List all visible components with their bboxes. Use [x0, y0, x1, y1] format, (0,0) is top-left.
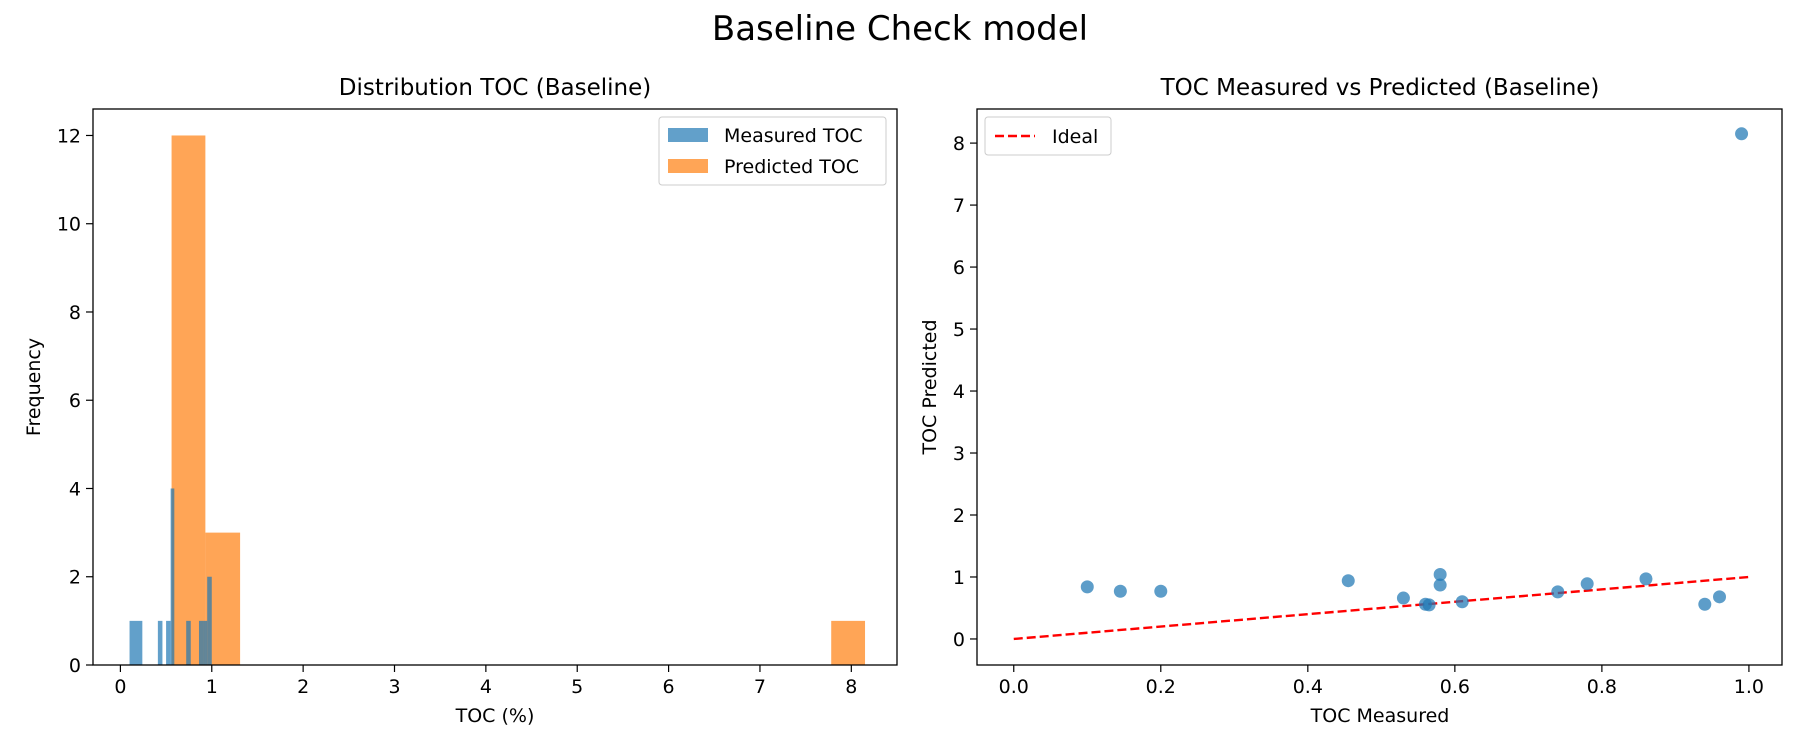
scatter-point-13 — [1698, 597, 1712, 611]
histogram-x-ticks: 0 1 2 3 4 5 6 7 8 — [114, 665, 857, 698]
scatter-y-tick-label: 7 — [953, 195, 965, 217]
histogram-y-tick-label: 2 — [69, 567, 81, 589]
scatter-y-tick-label: 0 — [953, 629, 965, 651]
scatter-y-tick-label: 5 — [953, 319, 965, 341]
scatter-y-tick-label: 6 — [953, 257, 965, 279]
histogram-bar-predicted-0 — [171, 135, 206, 665]
scatter-point-3 — [1341, 574, 1355, 588]
histogram-x-tick-label: 6 — [663, 676, 675, 698]
histogram-y-tick-label: 6 — [69, 390, 81, 412]
histogram-x-tick-label: 7 — [754, 676, 766, 698]
histogram-bars — [129, 135, 866, 665]
histogram-x-tick-label: 3 — [388, 676, 400, 698]
scatter-x-tick-label: 1.0 — [1734, 676, 1764, 698]
scatter-legend-box — [984, 116, 1112, 156]
histogram-x-tick-label: 1 — [206, 676, 218, 698]
scatter-y-tick-label: 8 — [953, 133, 965, 155]
scatter-point-2 — [1154, 584, 1168, 598]
scatter-point-10 — [1551, 585, 1565, 599]
histogram-legend: Measured TOC Predicted TOC — [658, 116, 887, 186]
histogram-y-tick-label: 0 — [69, 655, 81, 677]
histogram-x-label: TOC (%) — [455, 705, 535, 727]
histogram-bar-measured-7 — [207, 576, 212, 665]
legend-label-measured: Measured TOC — [724, 125, 863, 147]
histogram-y-tick-label: 8 — [69, 302, 81, 324]
histogram-bar-measured-5 — [198, 620, 204, 665]
scatter-point-15 — [1735, 127, 1749, 141]
scatter-point-4 — [1396, 591, 1410, 605]
scatter-point-1 — [1113, 584, 1127, 598]
scatter-point-8 — [1433, 578, 1447, 592]
legend-swatch-predicted — [668, 159, 708, 173]
scatter-x-tick-label: 0.2 — [1146, 676, 1176, 698]
histogram-x-tick-label: 2 — [297, 676, 309, 698]
histogram-x-tick-label: 8 — [845, 676, 857, 698]
scatter-point-11 — [1580, 577, 1594, 591]
histogram-x-tick-label: 0 — [114, 676, 126, 698]
histogram-y-tick-label: 10 — [57, 214, 81, 236]
scatter-y-tick-label: 3 — [953, 443, 965, 465]
scatter-x-tick-label: 0.8 — [1587, 676, 1617, 698]
scatter-point-14 — [1713, 590, 1727, 604]
histogram-legend-box — [658, 116, 887, 186]
scatter-point-0 — [1080, 580, 1094, 594]
scatter-panel: TOC Measured vs Predicted (Baseline) 0.0… — [919, 75, 1783, 727]
histogram-bar-measured-2 — [166, 620, 171, 665]
histogram-bar-measured-0 — [129, 620, 143, 665]
scatter-x-label: TOC Measured — [1310, 705, 1450, 727]
histogram-bar-measured-4 — [186, 620, 191, 665]
scatter-x-tick-label: 0.4 — [1293, 676, 1323, 698]
histogram-bar-predicted-2 — [831, 620, 866, 665]
scatter-y-ticks: 0 1 2 3 4 5 6 7 8 — [953, 133, 977, 651]
legend-label-ideal: Ideal — [1052, 126, 1098, 148]
histogram-title: Distribution TOC (Baseline) — [339, 75, 651, 101]
histogram-bar-measured-1 — [157, 620, 163, 665]
scatter-axes-frame — [976, 108, 1783, 666]
scatter-y-tick-label: 2 — [953, 505, 965, 527]
histogram-bar-measured-6 — [203, 620, 208, 665]
scatter-title: TOC Measured vs Predicted (Baseline) — [1160, 75, 1600, 101]
histogram-y-label: Frequency — [23, 338, 45, 436]
histogram-x-tick-label: 4 — [480, 676, 492, 698]
scatter-x-tick-label: 0.0 — [999, 676, 1029, 698]
scatter-points — [1080, 127, 1749, 612]
scatter-x-tick-label: 0.6 — [1440, 676, 1470, 698]
histogram-y-tick-label: 4 — [69, 478, 81, 500]
histogram-y-tick-label: 12 — [57, 125, 81, 147]
scatter-point-7 — [1433, 568, 1447, 582]
ideal-reference-line — [1013, 575, 1750, 641]
scatter-y-tick-label: 4 — [953, 381, 965, 403]
scatter-point-9 — [1455, 595, 1469, 609]
scatter-point-6 — [1422, 598, 1436, 612]
figure-suptitle: Baseline Check model — [712, 9, 1088, 49]
histogram-y-ticks: 0 2 4 6 8 10 12 — [57, 125, 93, 677]
scatter-legend: Ideal — [984, 116, 1112, 156]
histogram-bar-measured-3 — [170, 488, 175, 665]
scatter-x-ticks: 0.0 0.2 0.4 0.6 0.8 1.0 — [999, 665, 1764, 698]
scatter-y-tick-label: 1 — [953, 567, 965, 589]
scatter-point-12 — [1639, 572, 1653, 586]
legend-swatch-measured — [668, 128, 708, 142]
scatter-y-label: TOC Predicted — [919, 319, 941, 455]
legend-label-predicted: Predicted TOC — [724, 156, 859, 178]
histogram-axes-frame — [92, 108, 898, 666]
histogram-x-tick-label: 5 — [571, 676, 583, 698]
